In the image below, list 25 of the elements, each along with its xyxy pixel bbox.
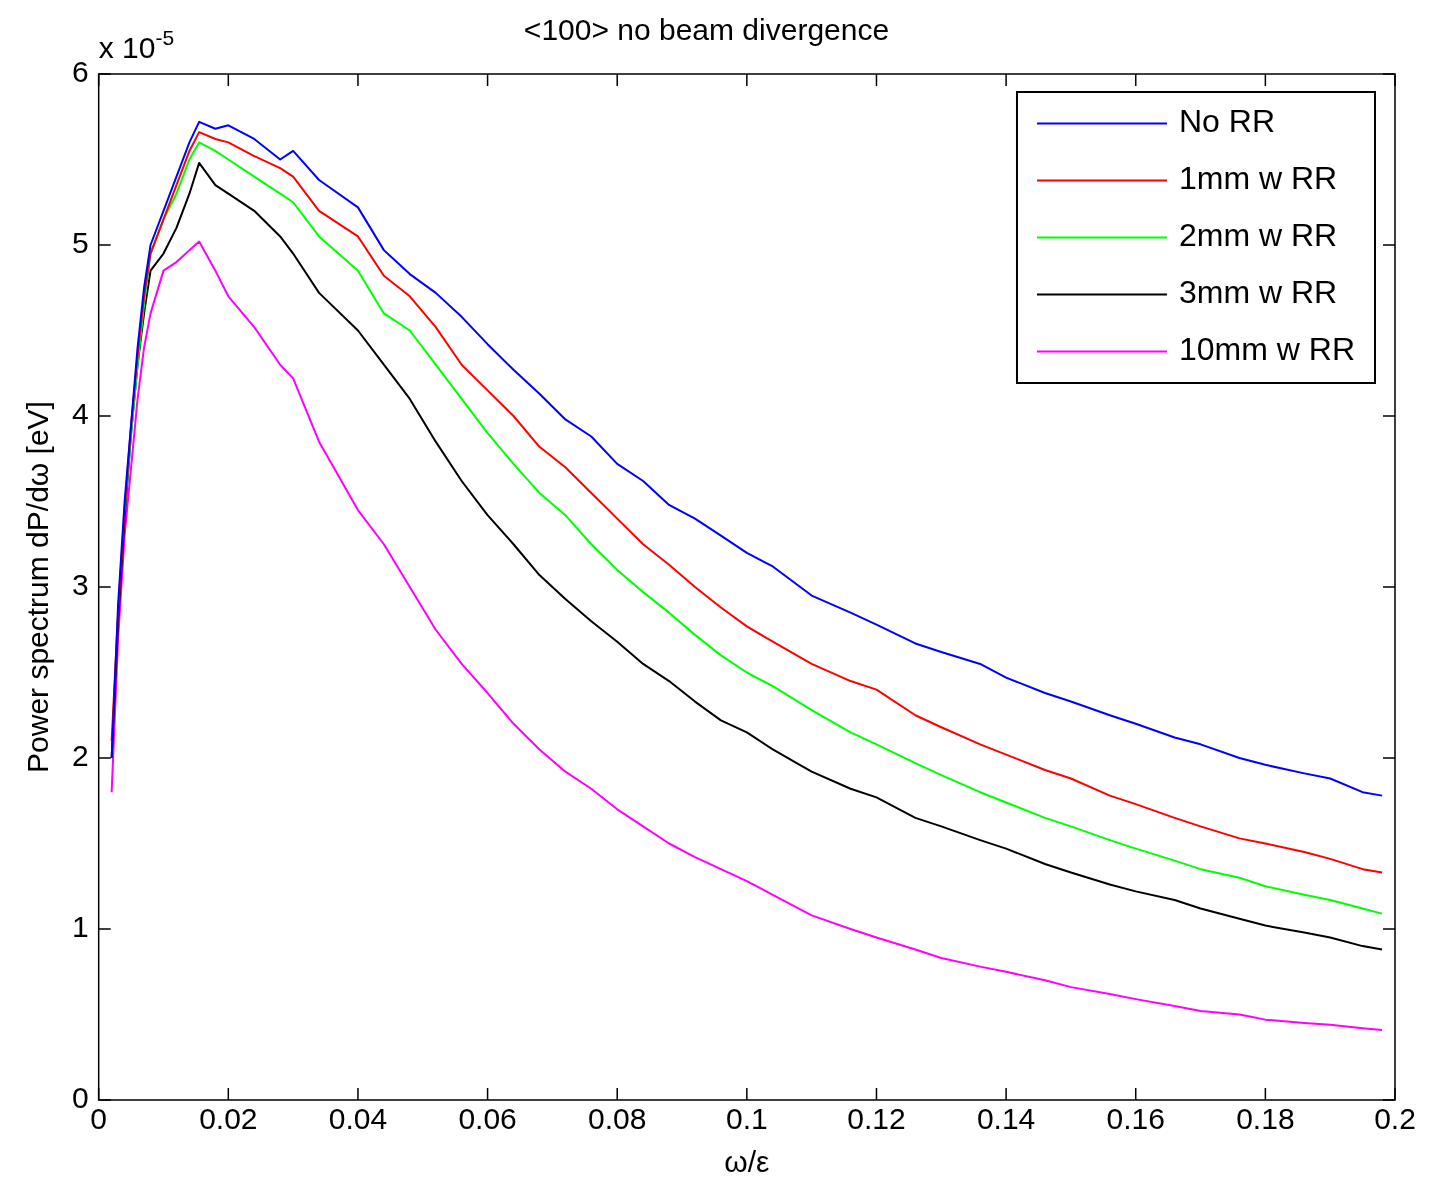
x-tick-label: 0.06 bbox=[458, 1102, 517, 1136]
legend-label: 10mm w RR bbox=[1178, 331, 1355, 368]
legend-label: No RR bbox=[1178, 103, 1275, 140]
y-tick-label: 2 bbox=[72, 739, 89, 773]
x-tick-label: 0.12 bbox=[847, 1102, 906, 1136]
legend-label: 2mm w RR bbox=[1178, 217, 1338, 254]
x-tick-label: 0.04 bbox=[328, 1102, 388, 1136]
y-tick-label: 0 bbox=[72, 1081, 89, 1115]
x-axis-title: ω/ε bbox=[724, 1145, 770, 1179]
x-tick-label: 0.16 bbox=[1106, 1102, 1165, 1136]
y-tick-label: 1 bbox=[72, 910, 89, 944]
x-tick-label: 0.02 bbox=[199, 1102, 258, 1136]
x-tick-label: 0.18 bbox=[1236, 1102, 1295, 1136]
x-tick-label: 0.08 bbox=[588, 1102, 647, 1136]
x-tick-label: 0.14 bbox=[976, 1102, 1036, 1136]
legend-label: 1mm w RR bbox=[1178, 160, 1338, 197]
y-tick-label: 5 bbox=[72, 226, 89, 260]
x-tick-label: 0.1 bbox=[725, 1102, 768, 1136]
y-axis-title: Power spectrum dP/dω [eV] bbox=[21, 401, 55, 773]
x-tick-label: 0.2 bbox=[1374, 1102, 1416, 1136]
chart-title: <100> no beam divergence bbox=[523, 13, 890, 47]
y-tick-label: 3 bbox=[72, 568, 89, 602]
y-tick-label: 4 bbox=[72, 397, 89, 431]
legend-label: 3mm w RR bbox=[1178, 274, 1338, 311]
y-tick-label: 6 bbox=[72, 55, 89, 89]
